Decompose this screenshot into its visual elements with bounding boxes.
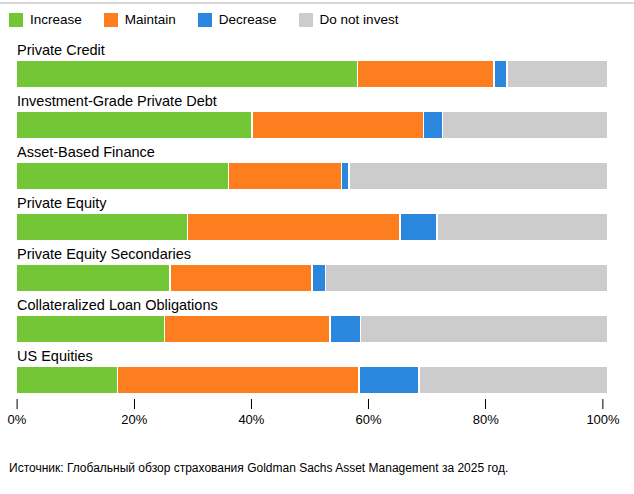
bar-segment-maintain xyxy=(188,214,399,240)
top-divider xyxy=(0,2,634,4)
tick-label: 20% xyxy=(121,412,147,427)
bar-segment-maintain xyxy=(118,367,358,393)
bar-row-asset-based-finance: Asset-Based Finance xyxy=(17,145,603,189)
bar-row-us-equities: US Equities xyxy=(17,349,603,393)
tick-label: 0% xyxy=(8,412,27,427)
source-note: Источник: Глобальный обзор страхования G… xyxy=(9,461,508,475)
bar-row-private-equity: Private Equity xyxy=(17,196,603,240)
x-axis-tick-20: 20% xyxy=(121,399,147,427)
tick-mark xyxy=(485,399,486,409)
tick-mark xyxy=(134,399,135,409)
tick-mark xyxy=(368,399,369,409)
bar-segment-do-not-invest xyxy=(508,61,608,87)
category-label: Investment-Grade Private Debt xyxy=(17,94,603,109)
legend-label: Maintain xyxy=(125,13,176,27)
x-axis-tick-40: 40% xyxy=(238,399,264,427)
tick-mark xyxy=(251,399,252,409)
bar-segment-increase xyxy=(17,316,164,342)
bar-segment-decrease xyxy=(313,265,325,291)
bar-segment-increase xyxy=(17,112,251,138)
bar-segment-maintain xyxy=(165,316,329,342)
bar-segment-decrease xyxy=(331,316,360,342)
legend-item-decrease: Decrease xyxy=(198,13,277,27)
tick-label: 100% xyxy=(586,412,619,427)
bar-segment-decrease xyxy=(342,163,348,189)
tick-mark xyxy=(16,399,17,409)
category-label: US Equities xyxy=(17,349,603,364)
bar-segment-increase xyxy=(17,367,117,393)
stacked-bar xyxy=(17,61,603,87)
bar-row-collateralized-loan-obligations: Collateralized Loan Obligations xyxy=(17,298,603,342)
bar-row-investment-grade-private-debt: Investment-Grade Private Debt xyxy=(17,94,603,138)
stacked-bar xyxy=(17,265,603,291)
category-label: Private Credit xyxy=(17,43,603,58)
legend-swatch-increase xyxy=(9,13,23,27)
x-axis-tick-100: 100% xyxy=(586,399,619,427)
bar-segment-increase xyxy=(17,214,187,240)
stacked-bar xyxy=(17,112,603,138)
stacked-bar xyxy=(17,316,603,342)
chart-legend: Increase Maintain Decrease Do not invest xyxy=(9,13,398,27)
category-label: Collateralized Loan Obligations xyxy=(17,298,603,313)
legend-swatch-decrease xyxy=(198,13,212,27)
bar-segment-decrease xyxy=(401,214,436,240)
legend-label: Increase xyxy=(30,13,82,27)
bar-segment-maintain xyxy=(358,61,493,87)
tick-mark xyxy=(603,399,604,409)
x-axis: 0%20%40%60%80%100% xyxy=(17,399,603,431)
bar-rows: Private Credit Investment-Grade Private D… xyxy=(17,36,603,393)
legend-item-maintain: Maintain xyxy=(104,13,176,27)
legend-swatch-maintain xyxy=(104,13,118,27)
bar-segment-increase xyxy=(17,163,228,189)
bar-segment-maintain xyxy=(171,265,312,291)
stacked-bar xyxy=(17,367,603,393)
bar-segment-maintain xyxy=(253,112,423,138)
bar-row-private-credit: Private Credit xyxy=(17,43,603,87)
tick-label: 60% xyxy=(356,412,382,427)
bar-segment-increase xyxy=(17,265,169,291)
x-axis-tick-60: 60% xyxy=(356,399,382,427)
legend-item-do-not-invest: Do not invest xyxy=(299,13,399,27)
legend-label: Do not invest xyxy=(320,13,399,27)
bar-segment-maintain xyxy=(229,163,340,189)
category-label: Asset-Based Finance xyxy=(17,145,603,160)
category-label: Private Equity Secondaries xyxy=(17,247,603,262)
bar-row-private-equity-secondaries: Private Equity Secondaries xyxy=(17,247,603,291)
legend-item-increase: Increase xyxy=(9,13,82,27)
x-axis-tick-80: 80% xyxy=(473,399,499,427)
bar-segment-decrease xyxy=(424,112,442,138)
bar-segment-decrease xyxy=(360,367,419,393)
bar-segment-do-not-invest xyxy=(326,265,607,291)
x-axis-tick-0: 0% xyxy=(8,399,27,427)
bar-segment-do-not-invest xyxy=(443,112,607,138)
bar-segment-do-not-invest xyxy=(420,367,608,393)
tick-label: 80% xyxy=(473,412,499,427)
tick-label: 40% xyxy=(238,412,264,427)
stacked-bar xyxy=(17,163,603,189)
bar-segment-decrease xyxy=(495,61,507,87)
insurance-survey-chart: Increase Maintain Decrease Do not invest Pr… xyxy=(0,0,634,494)
legend-swatch-do-not-invest xyxy=(299,13,313,27)
category-label: Private Equity xyxy=(17,196,603,211)
legend-label: Decrease xyxy=(219,13,277,27)
bar-segment-do-not-invest xyxy=(350,163,608,189)
bar-segment-do-not-invest xyxy=(438,214,608,240)
bar-segment-do-not-invest xyxy=(361,316,607,342)
stacked-bar xyxy=(17,214,603,240)
bar-segment-increase xyxy=(17,61,357,87)
